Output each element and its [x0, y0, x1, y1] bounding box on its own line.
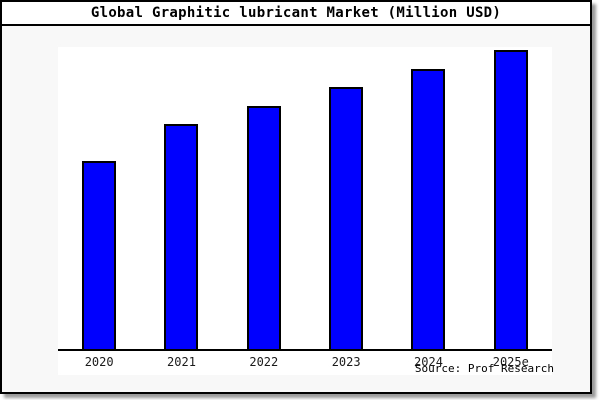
x-axis-line: [58, 349, 552, 351]
x-tick-label-2025e: 2025e: [492, 355, 529, 369]
x-tick-label-2021: 2021: [167, 355, 196, 369]
title-bar: Global Graphitic lubricant Market (Milli…: [2, 2, 590, 26]
x-tick-label-2020: 2020: [84, 355, 114, 369]
bar-2021: [164, 124, 199, 349]
source-credit: Source: Prof Research: [414, 362, 554, 375]
bar-2023: [329, 87, 364, 349]
x-tick-label-2023: 2023: [331, 355, 361, 369]
bar-2022: [246, 106, 281, 349]
plot-area: [58, 47, 552, 349]
x-axis-labels: 2020 2021 2022 2023 2024 2025e: [58, 351, 552, 375]
chart-title: Global Graphitic lubricant Market (Milli…: [90, 5, 502, 21]
chart-card: Global Graphitic lubricant Market (Milli…: [0, 0, 592, 394]
bar-2024: [411, 69, 446, 349]
x-tick-label-2024: 2024: [414, 355, 443, 369]
bar-2020: [82, 161, 117, 349]
x-tick-label-2022: 2022: [249, 355, 279, 369]
plot-region: 2020 2021 2022 2023 2024 2025e: [58, 47, 552, 375]
bar-2025e: [493, 50, 528, 349]
